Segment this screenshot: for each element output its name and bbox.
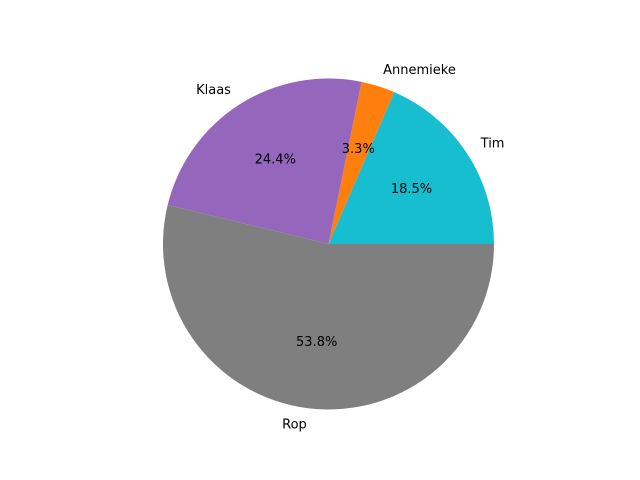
pie-slice-annemieke	[328, 81, 395, 245]
slice-pct-annemieke: 3.3%	[342, 142, 375, 157]
pie-slice-klaas	[167, 78, 362, 245]
pie-slice-rop	[163, 204, 494, 410]
slice-label-klaas: Klaas	[196, 83, 231, 98]
slice-label-annemieke: Annemieke	[383, 63, 456, 78]
slice-label-rop: Rop	[282, 417, 307, 432]
pie-wedges	[163, 78, 494, 410]
slice-label-tim: Tim	[480, 137, 505, 152]
slice-pct-rop: 53.8%	[296, 335, 337, 350]
pie-slice-tim	[328, 92, 494, 245]
slice-pct-klaas: 24.4%	[255, 153, 296, 168]
slice-pct-tim: 18.5%	[391, 182, 432, 197]
pie-labels: Tim 18.5% Annemieke 3.3% Klaas 24.4% Rop 53.8%	[196, 63, 504, 432]
